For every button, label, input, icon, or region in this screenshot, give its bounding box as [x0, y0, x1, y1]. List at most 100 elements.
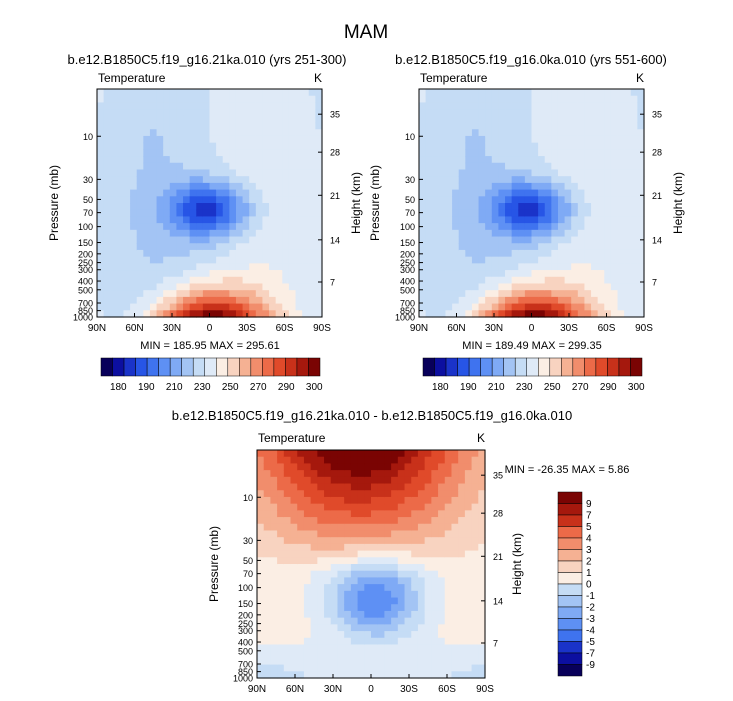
- contour-cell: [531, 182, 539, 191]
- contour-cell: [290, 543, 298, 552]
- contour-cell: [249, 142, 257, 150]
- contour-cell: [371, 510, 379, 518]
- contour-cell: [424, 456, 432, 465]
- contour-cell: [183, 310, 191, 318]
- contour-cell: [275, 89, 283, 97]
- contour-cell: [183, 196, 191, 204]
- contour-cell: [288, 243, 297, 251]
- contour-cell: [116, 196, 125, 204]
- contour-cell: [397, 450, 406, 458]
- contour-cell: [283, 597, 292, 605]
- contour-cell: [317, 617, 325, 625]
- panel-2: b.e12.B1850C5.f19_g16.0ka.010 (yrs 551-6…: [368, 52, 685, 393]
- contour-cell: [471, 256, 480, 264]
- contour-cell: [357, 470, 365, 478]
- contour-cell: [478, 290, 486, 298]
- contour-cell: [283, 617, 292, 625]
- contour-cell: [478, 256, 486, 264]
- contour-cell: [249, 223, 257, 231]
- contour-cell: [564, 223, 572, 231]
- contour-cell: [303, 570, 312, 579]
- contour-cell: [584, 263, 592, 271]
- contour-cell: [391, 543, 399, 552]
- contour-cell: [544, 209, 552, 218]
- contour-cell: [337, 577, 345, 585]
- contour-cell: [189, 229, 197, 238]
- contour-cell: [257, 671, 265, 679]
- contour-cell: [624, 203, 632, 211]
- contour-cell: [262, 95, 270, 104]
- contour-cell: [445, 89, 453, 97]
- contour-cell: [591, 95, 599, 104]
- contour-cell: [445, 303, 453, 311]
- contour-cell: [257, 577, 265, 585]
- contour-cell: [344, 577, 352, 585]
- contour-cell: [202, 223, 211, 231]
- contour-cell: [288, 283, 297, 291]
- contour-cell: [617, 263, 625, 271]
- contour-cell: [297, 557, 305, 565]
- contour-cell: [288, 189, 297, 197]
- contour-cell: [123, 95, 131, 104]
- contour-cell: [597, 176, 605, 184]
- contour-cell: [275, 95, 283, 104]
- contour-cell: [591, 263, 599, 271]
- contour-cell: [143, 270, 151, 278]
- contour-cell: [471, 162, 480, 171]
- contour-cell: [544, 95, 552, 104]
- contour-cell: [544, 249, 552, 258]
- contour-cell: [478, 189, 486, 197]
- contour-cell: [315, 149, 323, 157]
- contour-cell: [377, 584, 386, 592]
- contour-cell: [518, 95, 526, 104]
- contour-cell: [511, 115, 519, 124]
- contour-cell: [330, 496, 339, 505]
- contour-cell: [425, 263, 433, 271]
- contour-cell: [123, 216, 131, 224]
- contour-cell: [277, 590, 285, 599]
- contour-cell: [116, 283, 125, 291]
- contour-cell: [591, 290, 599, 298]
- contour-cell: [303, 470, 312, 478]
- contour-cell: [538, 283, 546, 291]
- contour-cell: [571, 290, 579, 298]
- contour-cell: [617, 236, 625, 244]
- contour-cell: [350, 463, 359, 471]
- contour-cell: [604, 156, 612, 164]
- contour-cell: [584, 109, 592, 117]
- contour-cell: [438, 490, 446, 498]
- contour-cell: [163, 196, 171, 204]
- contour-cell: [432, 182, 440, 191]
- contour-cell: [451, 523, 459, 532]
- contour-cell: [438, 651, 446, 659]
- contour-cell: [222, 102, 230, 110]
- contour-cell: [604, 303, 612, 311]
- contour-cell: [531, 89, 539, 97]
- contour-cell: [617, 149, 625, 157]
- contour-cell: [431, 637, 439, 646]
- contour-cell: [302, 182, 310, 191]
- contour-cell: [235, 196, 244, 204]
- contour-cell: [257, 503, 265, 511]
- contour-cell: [315, 156, 323, 164]
- contour-cell: [478, 243, 486, 251]
- contour-cell: [391, 631, 399, 639]
- contour-cell: [196, 303, 204, 311]
- contour-cell: [262, 182, 270, 191]
- contour-cell: [229, 109, 237, 117]
- contour-cell: [551, 216, 559, 224]
- contour-cell: [216, 249, 224, 258]
- contour-cell: [209, 156, 217, 164]
- contour-cell: [270, 637, 278, 646]
- contour-cell: [364, 537, 372, 545]
- contour-cell: [564, 102, 572, 110]
- contour-cell: [397, 463, 406, 471]
- contour-cell: [295, 182, 303, 191]
- contour-cell: [344, 590, 352, 599]
- contour-cell: [196, 176, 204, 184]
- contour-cell: [202, 129, 211, 137]
- contour-cell: [458, 550, 466, 558]
- contour-cell: [183, 122, 191, 130]
- contour-cell: [478, 590, 486, 599]
- contour-cell: [330, 570, 339, 579]
